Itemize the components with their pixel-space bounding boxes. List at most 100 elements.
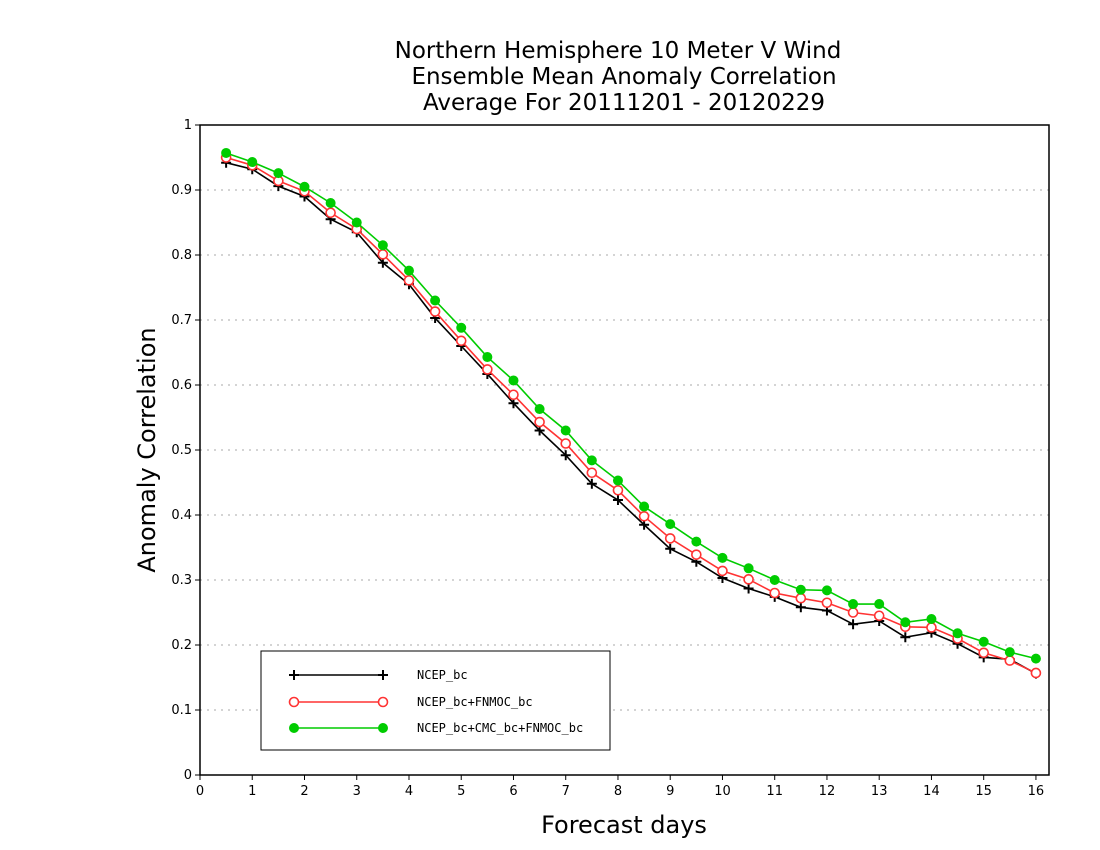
data-point	[848, 619, 859, 630]
x-axis-label: Forecast days	[541, 811, 707, 839]
y-tick-label: 0.2	[171, 638, 192, 653]
data-point	[638, 510, 650, 522]
data-point	[1030, 667, 1042, 679]
y-tick-label: 0.6	[171, 378, 192, 393]
data-point	[560, 450, 571, 461]
data-point	[900, 632, 911, 643]
legend-marker	[377, 696, 389, 708]
y-tick-label: 0.9	[171, 183, 192, 198]
series-line	[225, 161, 1037, 675]
data-point	[1004, 655, 1016, 666]
data-point	[560, 425, 571, 436]
x-tick-label: 1	[248, 784, 256, 799]
data-point	[455, 335, 467, 347]
data-point	[847, 607, 859, 618]
data-point	[717, 552, 728, 563]
x-tick-label: 0	[196, 784, 204, 799]
legend-entry: NCEP_bc	[289, 668, 468, 682]
data-point	[534, 404, 545, 415]
series-2	[220, 152, 1042, 679]
legend-label: NCEP_bc+CMC_bc+FNMOC_bc	[417, 721, 583, 735]
data-point	[639, 501, 650, 512]
data-point	[665, 519, 676, 530]
x-tick-label: 11	[766, 784, 783, 799]
data-point	[1004, 647, 1015, 658]
data-point	[456, 322, 467, 333]
y-tick-label: 0.1	[171, 703, 192, 718]
x-tick-label: 7	[562, 784, 570, 799]
y-tick-label: 0.5	[171, 443, 192, 458]
x-tick-label: 2	[300, 784, 308, 799]
data-point	[325, 207, 336, 219]
data-point	[952, 628, 963, 639]
y-tick-label: 0.7	[171, 313, 192, 328]
data-point	[299, 181, 310, 192]
data-point	[325, 198, 336, 208]
data-point	[664, 533, 676, 544]
data-point	[795, 592, 807, 604]
data-point	[403, 265, 414, 276]
chart-title-line-2: Ensemble Mean Anomaly Correlation	[411, 64, 836, 90]
x-tick-label: 6	[509, 784, 517, 799]
data-point	[821, 585, 832, 596]
legend-marker	[289, 723, 299, 733]
data-point	[873, 610, 885, 622]
data-point	[612, 484, 624, 496]
data-point	[221, 147, 232, 158]
data-point	[848, 599, 859, 610]
plot-frame	[199, 124, 1050, 776]
data-point	[926, 614, 937, 624]
chart-title-line-1: Northern Hemisphere 10 Meter V Wind	[395, 38, 842, 64]
data-point	[586, 455, 597, 466]
legend-marker	[378, 723, 388, 733]
data-point	[560, 438, 572, 449]
series-line	[225, 156, 1037, 674]
data-point	[482, 352, 493, 363]
legend-marker	[288, 696, 300, 708]
x-tick-label: 8	[614, 784, 622, 799]
data-point	[429, 306, 441, 317]
series-1	[221, 157, 1041, 679]
data-point	[612, 495, 623, 506]
x-tick-label: 3	[353, 784, 361, 799]
data-point	[795, 584, 806, 595]
legend-box	[260, 650, 611, 751]
data-point	[403, 275, 415, 286]
x-tick-label: 15	[975, 784, 992, 799]
data-point	[534, 416, 545, 428]
data-point	[900, 617, 911, 628]
legend-label: NCEP_bc	[417, 668, 468, 682]
data-point	[377, 249, 389, 260]
x-tick-label: 10	[714, 784, 731, 799]
data-point	[612, 475, 623, 486]
legend-entry: NCEP_bc+FNMOC_bc	[288, 695, 533, 709]
y-tick-label: 1	[184, 118, 192, 133]
legend: NCEP_bc NCEP_bc+FNMOC_bc NCEP_bc+CMC_bc+FN…	[260, 650, 611, 751]
data-point	[247, 157, 258, 168]
x-tick-label: 16	[1028, 784, 1045, 799]
data-point	[978, 636, 989, 647]
y-axis-label: Anomaly Correlation	[133, 327, 161, 572]
data-point	[351, 217, 362, 228]
series-3	[221, 147, 1041, 664]
data-point	[1030, 653, 1041, 664]
data-point	[926, 622, 937, 633]
data-point	[482, 364, 493, 375]
data-point	[273, 168, 284, 179]
data-point	[586, 478, 597, 489]
data-point	[691, 549, 702, 560]
data-point	[586, 467, 598, 479]
x-tick-label: 13	[871, 784, 888, 799]
data-point	[508, 389, 519, 401]
series-line	[225, 152, 1037, 660]
data-point	[769, 587, 781, 599]
data-point	[978, 647, 989, 659]
data-point	[743, 563, 754, 574]
data-point	[821, 597, 833, 609]
series-layer	[220, 147, 1042, 679]
data-point	[743, 574, 754, 585]
legend-entry: NCEP_bc+CMC_bc+FNMOC_bc	[289, 721, 583, 735]
x-tick-label: 14	[923, 784, 940, 799]
data-point	[717, 565, 728, 577]
